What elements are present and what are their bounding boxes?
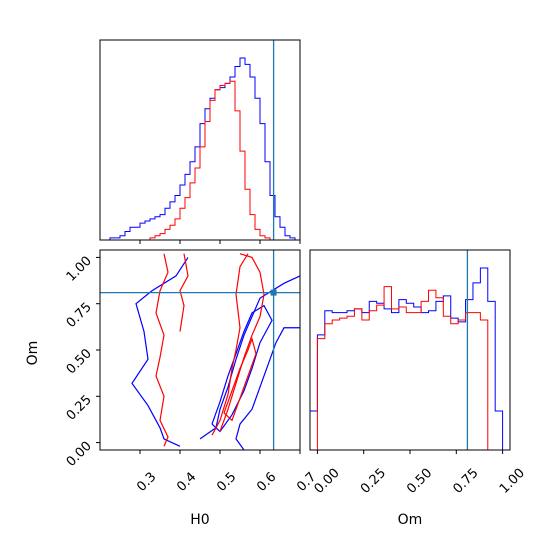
contour-xtick-label-0: 0.3	[134, 470, 159, 495]
h0-hist-frame	[99, 39, 301, 241]
contour-xticks: 0.3 0.4 0.5 0.6 0.7	[134, 450, 319, 495]
contour-xlabel: H0	[190, 512, 209, 528]
contour-ytick-label-2: 0.50	[64, 346, 95, 377]
contour-1-3	[219, 253, 265, 432]
contour-1-0	[155, 253, 169, 447]
om-hist-xtick-label-1: 0.25	[358, 466, 389, 497]
om-hist-series	[310, 267, 510, 451]
contour-xtick-label-2: 0.5	[214, 470, 239, 495]
h0-hist-series	[100, 57, 300, 241]
contour-series	[131, 253, 300, 450]
contour-0-2	[235, 327, 300, 450]
om-hist-series-0	[310, 267, 510, 451]
contour-frame	[99, 249, 301, 451]
om-hist-xlabel: Om	[398, 512, 423, 528]
om-hist-xticks: 0.00 0.25 0.50 0.75 1.00	[312, 450, 528, 497]
contour-ytick-label-3: 0.75	[64, 300, 95, 331]
om-hist-series-1	[310, 286, 510, 451]
contour-ytick-label-0: 0.00	[64, 439, 95, 470]
h0-hist-xticks	[139, 240, 301, 244]
om-hist-xtick-label-3: 0.75	[451, 466, 482, 497]
contour-0-3	[211, 304, 273, 433]
om-hist-xtick-label-0: 0.00	[312, 466, 343, 497]
contour-0-0	[131, 257, 189, 447]
h0-hist-series-1	[100, 80, 300, 241]
contour-ylabel: Om	[25, 341, 41, 366]
contour-1-1	[179, 253, 189, 332]
contour-1-4	[223, 336, 257, 422]
om-hist-xtick-label-2: 0.50	[404, 466, 435, 497]
contour-ytick-label-4: 1.00	[64, 254, 95, 285]
contour-1-2	[211, 253, 249, 436]
contour-ytick-label-1: 0.25	[64, 393, 95, 424]
contour-yticks: 0.00 0.25 0.50 0.75 1.00	[64, 254, 100, 470]
panel-h0-hist	[99, 39, 301, 244]
contour-xtick-label-3: 0.6	[254, 470, 279, 495]
panel-om-hist: 0.00 0.25 0.50 0.75 1.00 Om	[309, 249, 528, 528]
contour-xtick-label-1: 0.4	[174, 470, 199, 495]
om-hist-xtick-label-4: 1.00	[497, 466, 528, 497]
contour-truth-marker	[270, 289, 277, 296]
panel-contour: 0.3 0.4 0.5 0.6 0.7 0.000.250.500.751.00 H0 …	[25, 249, 319, 528]
